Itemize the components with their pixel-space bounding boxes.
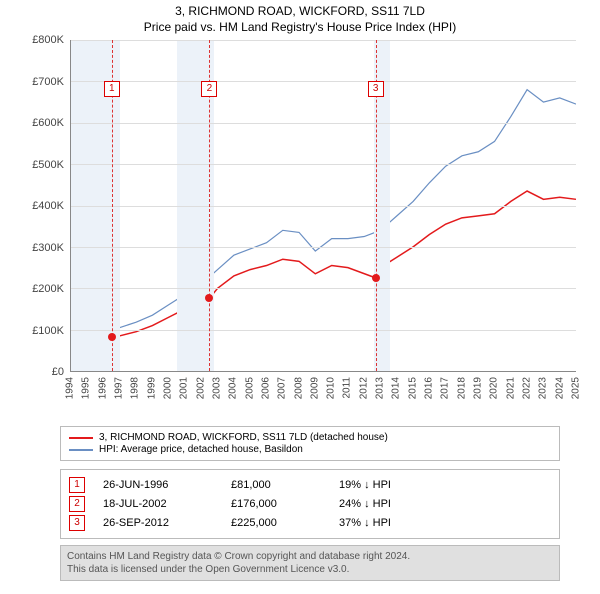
legend-label: 3, RICHMOND ROAD, WICKFORD, SS11 7LD (de…: [99, 432, 388, 443]
marker-box: 1: [104, 81, 120, 97]
sale-row: 2 18-JUL-2002 £176,000 24% ↓ HPI: [69, 496, 551, 512]
x-tick-label: 2006: [260, 377, 271, 399]
gridline: [71, 288, 576, 289]
x-tick-label: 2024: [554, 377, 565, 399]
sale-price: £81,000: [231, 479, 321, 491]
y-tick-label: £700K: [32, 76, 64, 88]
legend-swatch: [69, 437, 93, 439]
chart-title-line2: Price paid vs. HM Land Registry's House …: [0, 20, 600, 34]
sale-marker-box: 3: [69, 515, 85, 531]
x-tick-label: 2003: [211, 377, 222, 399]
x-tick-label: 2001: [179, 377, 190, 399]
sale-price: £225,000: [231, 517, 321, 529]
y-axis: £0£100K£200K£300K£400K£500K£600K£700K£80…: [20, 40, 68, 372]
y-tick-label: £600K: [32, 117, 64, 129]
chart-area: £0£100K£200K£300K£400K£500K£600K£700K£80…: [20, 40, 580, 420]
x-tick-label: 2005: [244, 377, 255, 399]
legend-item: HPI: Average price, detached house, Basi…: [69, 444, 551, 455]
x-axis: 1994199519961997199819992000200120022003…: [70, 374, 576, 420]
x-tick-label: 1999: [146, 377, 157, 399]
sales-table: 1 26-JUN-1996 £81,000 19% ↓ HPI 2 18-JUL-2002…: [60, 469, 560, 539]
gridline: [71, 81, 576, 82]
series-property: [71, 191, 576, 338]
x-tick-label: 2014: [391, 377, 402, 399]
x-tick-label: 2019: [473, 377, 484, 399]
sale-price: £176,000: [231, 498, 321, 510]
sale-point: [205, 294, 213, 302]
x-tick-label: 2015: [407, 377, 418, 399]
x-tick-label: 2021: [505, 377, 516, 399]
y-tick-label: £800K: [32, 34, 64, 46]
x-tick-label: 2020: [489, 377, 500, 399]
x-tick-label: 1995: [81, 377, 92, 399]
gridline: [71, 247, 576, 248]
gridline: [71, 40, 576, 41]
sale-diff: 37% ↓ HPI: [339, 517, 439, 529]
sale-diff: 24% ↓ HPI: [339, 498, 439, 510]
x-tick-label: 2007: [277, 377, 288, 399]
legend-swatch: [69, 449, 93, 451]
y-tick-label: £100K: [32, 325, 64, 337]
chart-title-line1: 3, RICHMOND ROAD, WICKFORD, SS11 7LD: [0, 4, 600, 18]
page-container: 3, RICHMOND ROAD, WICKFORD, SS11 7LD Pri…: [0, 4, 600, 594]
gridline: [71, 330, 576, 331]
y-tick-label: £500K: [32, 159, 64, 171]
x-tick-label: 1997: [113, 377, 124, 399]
footer-line2: This data is licensed under the Open Gov…: [67, 563, 553, 576]
x-tick-label: 2012: [358, 377, 369, 399]
x-tick-label: 2010: [326, 377, 337, 399]
y-tick-label: £300K: [32, 242, 64, 254]
gridline: [71, 206, 576, 207]
sale-row: 1 26-JUN-1996 £81,000 19% ↓ HPI: [69, 477, 551, 493]
x-tick-label: 2022: [522, 377, 533, 399]
series-hpi: [71, 90, 576, 332]
x-tick-label: 2017: [440, 377, 451, 399]
sale-marker-box: 1: [69, 477, 85, 493]
x-tick-label: 2002: [195, 377, 206, 399]
x-tick-label: 1998: [130, 377, 141, 399]
x-tick-label: 1994: [65, 377, 76, 399]
x-tick-label: 2004: [228, 377, 239, 399]
legend-label: HPI: Average price, detached house, Basi…: [99, 444, 303, 455]
x-tick-label: 2008: [293, 377, 304, 399]
x-tick-label: 2025: [571, 377, 582, 399]
x-tick-label: 2013: [375, 377, 386, 399]
sale-point: [372, 274, 380, 282]
x-tick-label: 2011: [342, 377, 353, 399]
footer-attribution: Contains HM Land Registry data © Crown c…: [60, 545, 560, 581]
sale-date: 26-JUN-1996: [103, 479, 213, 491]
sale-row: 3 26-SEP-2012 £225,000 37% ↓ HPI: [69, 515, 551, 531]
x-tick-label: 2018: [456, 377, 467, 399]
gridline: [71, 164, 576, 165]
marker-box: 3: [368, 81, 384, 97]
plot-area: 1 2 3: [70, 40, 576, 372]
legend-item: 3, RICHMOND ROAD, WICKFORD, SS11 7LD (de…: [69, 432, 551, 443]
sale-diff: 19% ↓ HPI: [339, 479, 439, 491]
y-tick-label: £400K: [32, 200, 64, 212]
sale-date: 18-JUL-2002: [103, 498, 213, 510]
marker-box: 2: [201, 81, 217, 97]
legend: 3, RICHMOND ROAD, WICKFORD, SS11 7LD (de…: [60, 426, 560, 461]
sale-date: 26-SEP-2012: [103, 517, 213, 529]
x-tick-label: 1996: [97, 377, 108, 399]
x-tick-label: 2016: [424, 377, 435, 399]
x-tick-label: 2009: [309, 377, 320, 399]
footer-line1: Contains HM Land Registry data © Crown c…: [67, 550, 553, 563]
sale-point: [108, 333, 116, 341]
x-tick-label: 2000: [162, 377, 173, 399]
x-tick-label: 2023: [538, 377, 549, 399]
y-tick-label: £0: [52, 366, 64, 378]
y-tick-label: £200K: [32, 283, 64, 295]
sale-marker-box: 2: [69, 496, 85, 512]
gridline: [71, 123, 576, 124]
